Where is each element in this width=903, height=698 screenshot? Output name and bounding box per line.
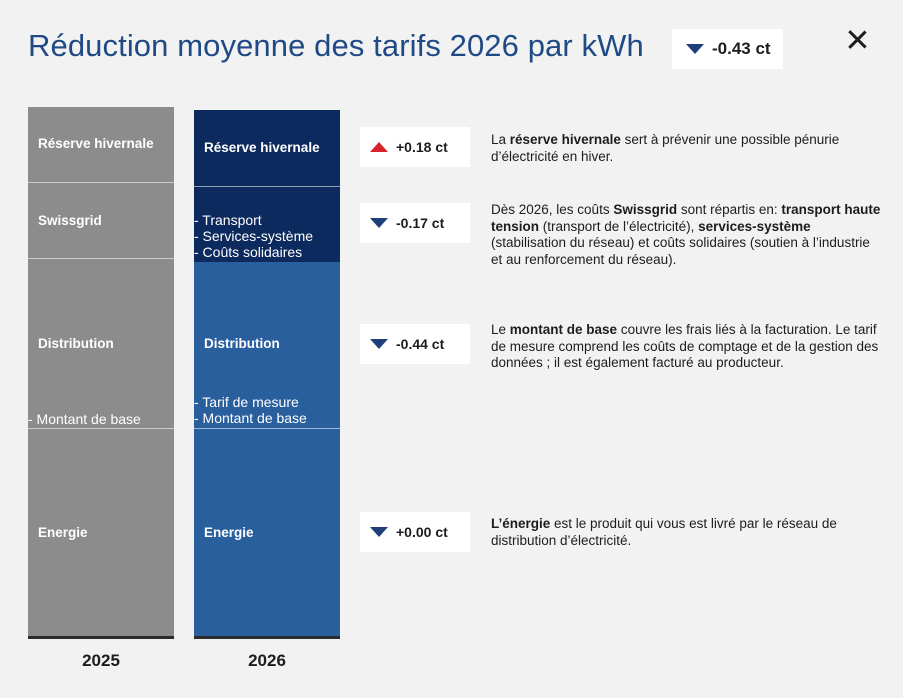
description-text: La xyxy=(491,132,510,147)
description-text: couvre les frais liés à la facturation. … xyxy=(491,322,879,370)
segment-sublabel: - Montant de base xyxy=(194,410,307,426)
description-emphasis: L’énergie xyxy=(491,516,551,531)
change-badge-reserve: +0.18 ct xyxy=(360,127,470,167)
change-value: +0.18 ct xyxy=(396,139,448,155)
segment-2026-reserve: Réserve hivernale xyxy=(194,110,340,186)
segment-sublabel: - Transport xyxy=(194,212,262,228)
segment-label: Energie xyxy=(38,525,88,540)
description-emphasis: Swissgrid xyxy=(613,202,678,217)
segment-sublabel: - Montant de base xyxy=(28,411,141,427)
total-change-badge: -0.43 ct xyxy=(672,29,783,69)
segment-sublabel: - Tarif de mesure xyxy=(194,394,299,410)
description-swissgrid: Dès 2026, les coûts Swissgrid sont répar… xyxy=(491,202,883,268)
change-badge-distribution: -0.44 ct xyxy=(360,324,470,364)
segment-label: Swissgrid xyxy=(38,213,102,228)
change-value: -0.17 ct xyxy=(396,215,445,231)
arrow-down-icon xyxy=(370,218,388,228)
change-value: -0.44 ct xyxy=(396,336,445,352)
segment-2026-swissgrid: - Transport - Services-système - Coûts s… xyxy=(194,186,340,262)
segment-label: Distribution xyxy=(38,336,114,351)
description-text: (transport de l’électricité), xyxy=(539,218,699,234)
change-value: +0.00 ct xyxy=(396,524,448,540)
description-distribution: Le montant de base couvre les frais liés… xyxy=(491,322,883,372)
page-title: Réduction moyenne des tarifs 2026 par kW… xyxy=(28,28,644,63)
change-badge-swissgrid: -0.17 ct xyxy=(360,203,470,243)
description-energie: L’énergie est le produit qui vous est li… xyxy=(491,516,883,549)
arrow-down-icon xyxy=(370,339,388,349)
segment-sublabel: - Coûts solidaires xyxy=(194,244,303,260)
description-text: Le xyxy=(491,322,510,337)
segment-2026-energie: Energie xyxy=(194,428,340,636)
description-emphasis: réserve hivernale xyxy=(509,132,621,147)
segment-2026-distribution: Distribution - Tarif de mesure - Montant… xyxy=(194,262,340,428)
segment-sublabel: - Services-système xyxy=(194,228,314,244)
close-icon[interactable] xyxy=(843,25,871,53)
arrow-down-icon xyxy=(686,44,704,54)
description-text: est le produit qui vous est livré par le… xyxy=(491,516,837,548)
change-badge-energie: +0.00 ct xyxy=(360,512,470,552)
segment-2025-reserve: Réserve hivernale xyxy=(28,107,174,182)
description-text: sert à prévenir une possible pénurie d’é… xyxy=(491,132,840,164)
arrow-down-icon xyxy=(370,527,388,537)
segment-2025-energie: Energie xyxy=(28,428,174,636)
description-emphasis: montant de base xyxy=(509,322,618,337)
description-emphasis: transport haute tension xyxy=(491,202,881,234)
description-text: (stabilisation du réseau) et coûts solid… xyxy=(491,235,870,267)
segment-label: Distribution xyxy=(204,336,280,351)
arrow-up-icon xyxy=(370,142,388,152)
description-reserve: La réserve hivernale sert à prévenir une… xyxy=(491,132,883,165)
description-text: sont répartis en: xyxy=(677,202,782,217)
segment-2025-distribution: Distribution - Montant de base xyxy=(28,258,174,428)
segment-2025-swissgrid: Swissgrid xyxy=(28,182,174,258)
segment-label: Réserve hivernale xyxy=(38,136,154,151)
description-text: Dès 2026, les coûts xyxy=(491,202,614,217)
year-label-2026: 2026 xyxy=(248,651,286,670)
segment-label: Energie xyxy=(204,525,254,540)
total-change-value: -0.43 ct xyxy=(712,39,771,58)
year-label-2025: 2025 xyxy=(82,651,120,670)
baseline-gap xyxy=(174,636,194,639)
description-emphasis: services-système xyxy=(698,218,811,234)
segment-label: Réserve hivernale xyxy=(204,140,320,155)
